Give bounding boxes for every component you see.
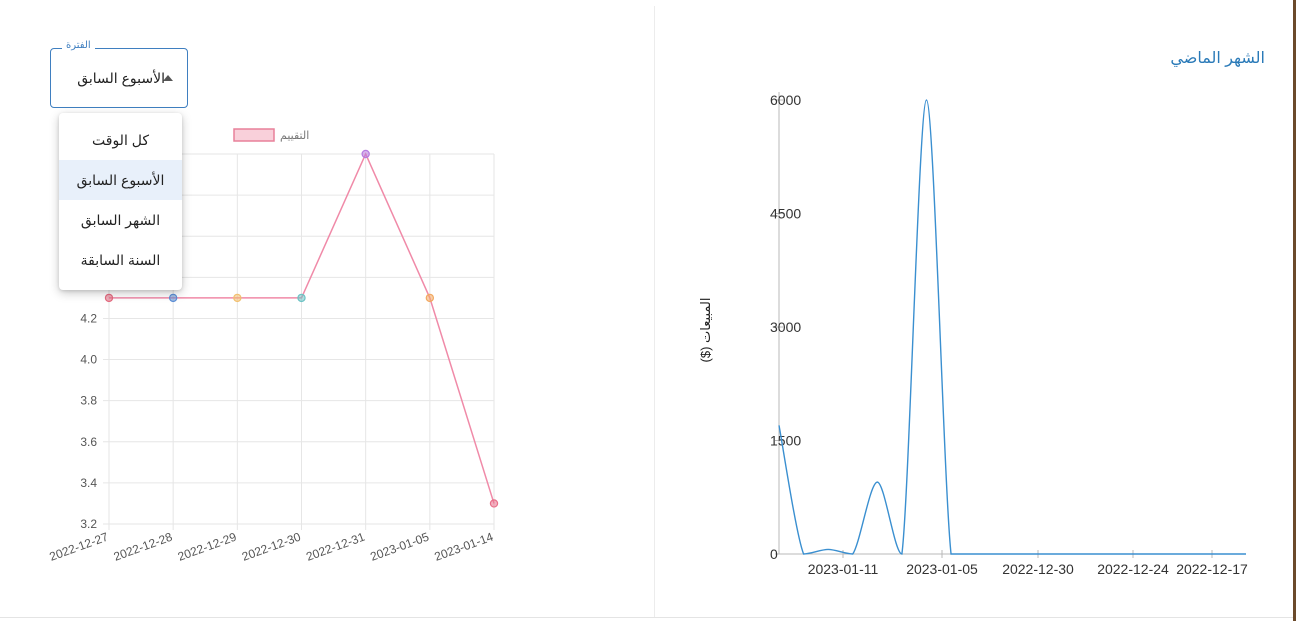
rating-y-tick-label: 4.0 bbox=[80, 353, 97, 367]
rating-data-point bbox=[362, 150, 369, 157]
rating-data-point bbox=[105, 294, 112, 301]
caret-up-icon bbox=[163, 75, 173, 81]
menu-item-last-year[interactable]: السنة السابقة bbox=[59, 240, 182, 280]
rating-y-tick-label: 3.8 bbox=[80, 394, 97, 408]
rating-data-point bbox=[170, 294, 177, 301]
rating-data-point bbox=[298, 294, 305, 301]
rating-legend-label: التقييم bbox=[280, 130, 309, 142]
rating-y-tick-label: 3.4 bbox=[80, 476, 97, 490]
period-select[interactable]: الأسبوع السابق bbox=[50, 48, 188, 108]
rating-x-tick-label: 2022-12-27 bbox=[48, 530, 111, 564]
period-dropdown-menu: كل الوقت الأسبوع السابق الشهر السابق الس… bbox=[59, 113, 182, 290]
menu-item-all-time[interactable]: كل الوقت bbox=[59, 120, 182, 160]
rating-y-tick-label: 3.6 bbox=[80, 435, 97, 449]
rating-legend-swatch bbox=[234, 129, 274, 141]
rating-x-tick-label: 2023-01-14 bbox=[433, 530, 496, 564]
rating-x-tick-label: 2022-12-29 bbox=[176, 530, 239, 564]
rating-x-tick-label: 2023-01-05 bbox=[368, 530, 431, 564]
menu-item-last-week[interactable]: الأسبوع السابق bbox=[59, 160, 182, 200]
rating-data-point bbox=[426, 294, 433, 301]
period-select-value: الأسبوع السابق bbox=[77, 70, 165, 87]
rating-x-tick-label: 2022-12-31 bbox=[304, 530, 367, 564]
period-select-label: الفترة bbox=[62, 40, 95, 51]
rating-y-tick-label: 4.2 bbox=[80, 311, 97, 325]
rating-x-tick-label: 2022-12-30 bbox=[240, 530, 303, 564]
rating-y-tick-label: 3.2 bbox=[80, 517, 97, 531]
menu-item-last-month[interactable]: الشهر السابق bbox=[59, 200, 182, 240]
rating-x-tick-label: 2022-12-28 bbox=[112, 530, 175, 564]
rating-data-point bbox=[490, 500, 497, 507]
rating-data-point bbox=[234, 294, 241, 301]
